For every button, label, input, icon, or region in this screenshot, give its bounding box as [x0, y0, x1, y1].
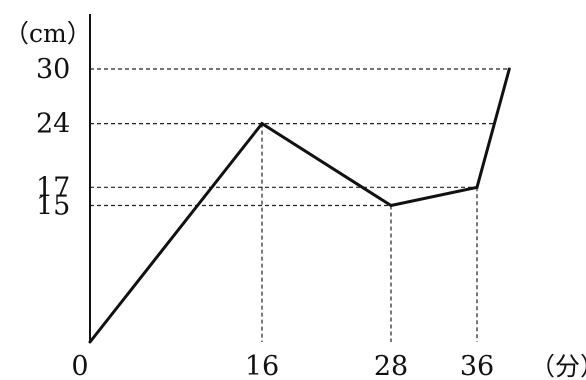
data-points: [88, 67, 511, 344]
guide-lines: [90, 68, 510, 342]
y-tick-label-15: 15: [36, 191, 70, 222]
x-axis-unit-label: （分）: [530, 352, 586, 380]
data-point-2: [389, 204, 393, 207]
origin-label: 0: [71, 351, 88, 380]
x-tick-label-36: 36: [460, 351, 494, 380]
y-tick-label-24: 24: [36, 109, 70, 140]
data-point-4: [507, 67, 511, 71]
y-tick-label-17: 17: [36, 172, 70, 203]
data-point-1: [260, 122, 264, 126]
y-axis-unit-label: （cm）: [4, 19, 92, 48]
x-tick-label-28: 28: [374, 351, 408, 380]
x-tick-label-16: 16: [245, 351, 279, 380]
data-point-0: [88, 340, 92, 344]
series-line: [88, 68, 511, 343]
y-tick-label-30: 30: [36, 54, 70, 85]
data-point-3: [475, 185, 479, 189]
